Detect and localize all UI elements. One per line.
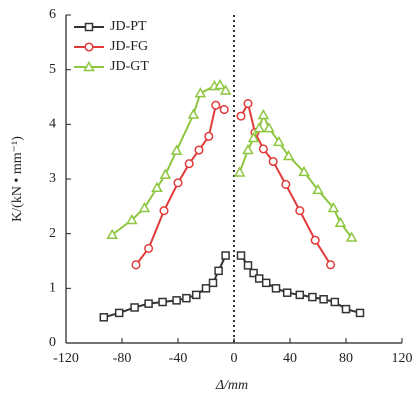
marker [236,251,246,260]
marker [298,165,310,177]
marker [334,216,347,227]
marker [312,183,324,195]
marker [194,87,207,98]
marker [170,144,183,155]
series-line [103,254,361,319]
marker [330,297,340,307]
marker [233,166,246,177]
marker [214,266,223,276]
marker [159,168,172,179]
marker [84,22,94,32]
x-tick-label: -40 [169,351,188,366]
marker [126,213,138,225]
marker [130,303,139,312]
y-tick-label: 6 [49,7,56,22]
marker [261,278,271,288]
marker [144,299,153,308]
x-tick-label: 0 [231,351,238,366]
marker [184,159,194,169]
marker [151,181,163,192]
y-tick-label: 1 [49,281,56,296]
marker [236,111,246,121]
marker [310,235,320,245]
marker [114,308,124,318]
legend-label: JD-FG [110,39,148,54]
marker [83,60,95,72]
marker [355,308,365,318]
marker [138,201,151,213]
y-tick-label: 0 [49,335,56,350]
marker [268,156,278,167]
marker [131,260,141,270]
marker [214,78,226,90]
marker [243,99,253,109]
legend-label: JD-PT [110,19,147,34]
x-tick-label: 120 [392,351,413,366]
marker [99,313,109,322]
marker [191,290,201,300]
marker [282,150,295,161]
marker [172,296,181,305]
x-tick-label: -120 [53,351,79,366]
marker [271,284,281,293]
series-line [111,83,353,239]
marker [257,109,270,120]
marker [295,290,305,300]
x-tick-label: -80 [113,351,132,366]
y-axis-label: K/(kN • mm⁻¹) [10,136,25,222]
x-tick-label: 40 [283,351,297,366]
marker [182,293,191,303]
marker [211,100,221,110]
marker [273,135,285,147]
marker [219,105,229,115]
legend-label: JD-GT [110,59,149,74]
marker [258,144,268,154]
y-tick-label: 5 [49,62,56,77]
marker [201,284,211,293]
y-tick-label: 3 [49,171,56,186]
marker [319,295,328,304]
marker [282,288,292,297]
marker [106,228,118,240]
marker [243,261,253,270]
marker [253,122,265,133]
marker [219,84,232,95]
marker [159,206,169,216]
marker [345,231,358,242]
marker [204,131,214,141]
marker [263,122,275,133]
marker [249,268,258,278]
marker [84,42,94,52]
marker [221,251,230,260]
marker [194,145,204,155]
marker [158,297,167,307]
marker [254,274,264,283]
marker [173,178,183,188]
x-axis-label: Δ/mm [215,378,248,393]
y-tick-label: 4 [49,117,56,132]
x-tick-label: 80 [339,351,353,366]
marker [326,260,336,270]
marker [308,292,317,302]
marker [144,243,154,253]
marker [187,108,200,119]
marker [281,179,291,190]
marker [327,201,340,213]
marker [208,278,218,288]
marker [247,131,260,143]
y-tick-label: 2 [49,226,56,241]
marker [341,304,351,314]
marker [242,143,254,155]
marker [295,206,305,216]
